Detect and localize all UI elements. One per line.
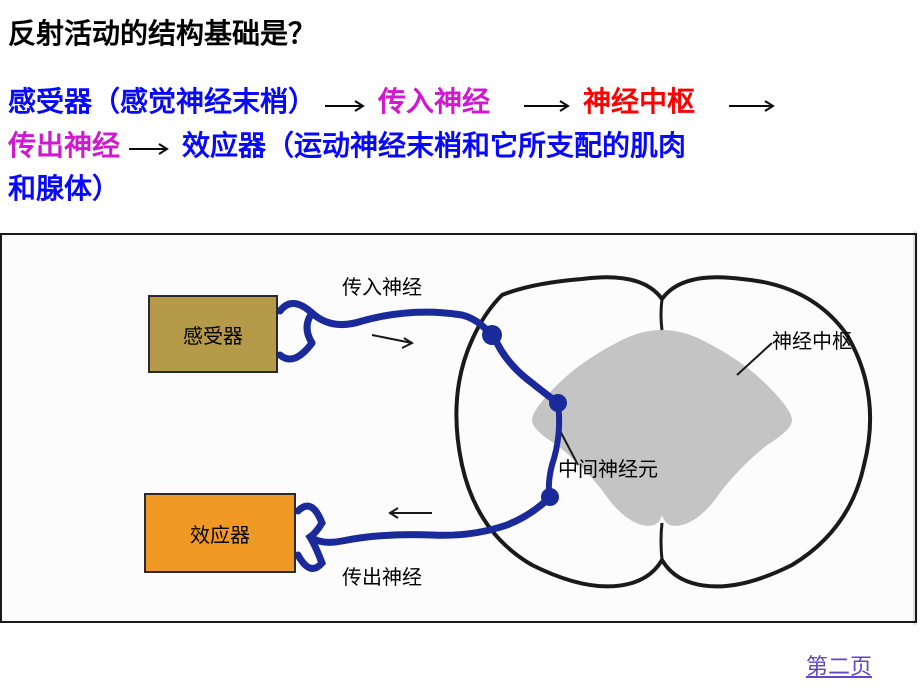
afferent-label: 传入神经 (342, 271, 422, 300)
afferent-text: 传入神经 (378, 87, 490, 118)
effector-text-cont: 和腺体） (8, 174, 120, 205)
center-label: 神经中枢 (772, 325, 852, 354)
effector-box: 效应器 (144, 493, 296, 573)
efferent-text: 传出神经 (8, 131, 120, 162)
arrow-icon (729, 84, 779, 126)
effector-box-label: 效应器 (190, 519, 250, 548)
center-text: 神经中枢 (583, 87, 695, 118)
effector-text: 效应器（运动神经末梢和它所支配的肌肉 (182, 131, 686, 162)
arrow-icon (524, 84, 574, 126)
arrow-icon (129, 127, 173, 169)
reflex-arc-flow: 感受器（感觉神经末梢） 传入神经 神经中枢 传出神经 效应器（运动神经末梢和它所… (8, 82, 888, 211)
receptor-box-label: 感受器 (183, 320, 243, 349)
reflex-arc-diagram: 感受器 效应器 传入神经 传出神经 神经中枢 中间神经元 (0, 233, 917, 623)
interneuron-label: 中间神经元 (558, 453, 658, 482)
efferent-label: 传出神经 (342, 561, 422, 590)
receptor-text: 感受器（感觉神经末梢） (8, 87, 316, 118)
page-title: 反射活动的结构基础是？ (8, 12, 316, 52)
page-number[interactable]: 第二页 (806, 649, 872, 681)
diagram-svg (2, 235, 919, 625)
arrow-icon (325, 84, 369, 126)
receptor-box: 感受器 (148, 295, 278, 373)
